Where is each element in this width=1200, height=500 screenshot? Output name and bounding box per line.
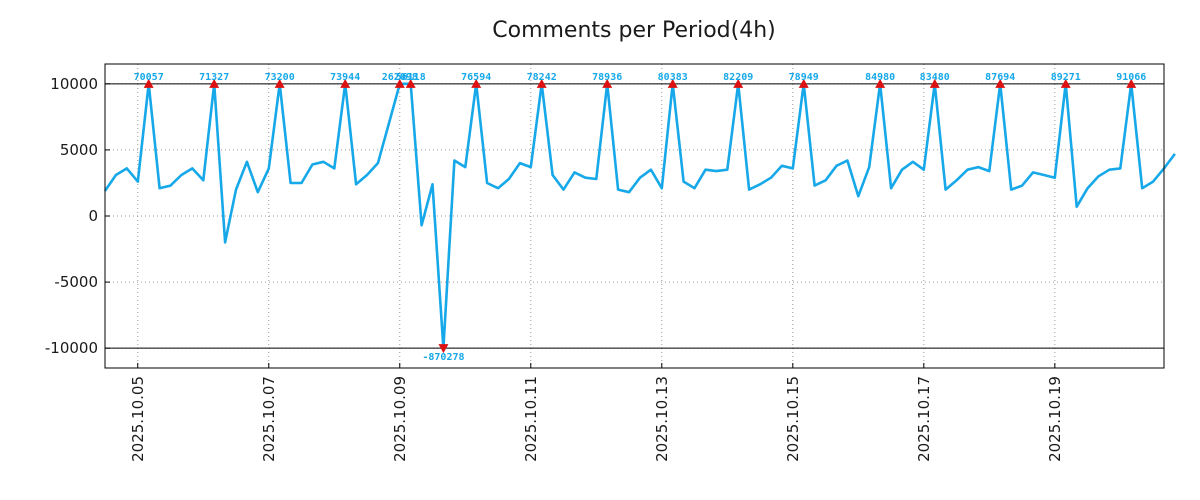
y-tick-label: 5000 — [60, 141, 98, 159]
peak-marker — [340, 78, 351, 88]
annotation-label: 83480 — [920, 72, 950, 83]
peak-marker — [1126, 78, 1137, 88]
peak-marker — [667, 78, 678, 88]
annotation-label: 56118 — [396, 72, 426, 83]
annotation-label: 76594 — [461, 72, 491, 83]
x-tick-label: 2025.10.17 — [915, 376, 933, 462]
peak-marker — [471, 78, 482, 88]
annotation-label: 70057 — [134, 72, 164, 83]
annotation-label: 73944 — [330, 72, 360, 83]
annotation-label: 78936 — [592, 72, 622, 83]
annotation-label: 84980 — [865, 72, 895, 83]
series-line-group — [103, 82, 1176, 350]
annotation-label: -870278 — [422, 352, 464, 363]
peak-marker — [394, 78, 405, 88]
y-tick-label: 0 — [88, 207, 98, 225]
peak-marker — [995, 78, 1006, 88]
x-tick-label: 2025.10.05 — [129, 376, 147, 462]
x-tick-label: 2025.10.07 — [260, 376, 278, 462]
peak-marker — [274, 78, 285, 88]
x-axis-ticks: 2025.10.05 2025.10.07 2025.10.09 2025.10.11… — [129, 363, 1064, 462]
x-tick-label: 2025.10.19 — [1046, 376, 1064, 462]
annotation-label: 71327 — [199, 72, 229, 83]
annotation-label: 78949 — [789, 72, 819, 83]
peak-marker — [438, 344, 449, 354]
x-tick-label: 2025.10.15 — [784, 376, 802, 462]
peak-marker — [875, 78, 886, 88]
annotation-label: 78242 — [527, 72, 557, 83]
peak-marker — [536, 78, 547, 88]
y-tick-label: 10000 — [50, 75, 98, 93]
y-tick-label: -10000 — [45, 339, 98, 357]
y-tick-label: -5000 — [54, 273, 98, 291]
series-line — [103, 82, 1176, 350]
grid-lines — [105, 64, 1164, 368]
x-tick-label: 2025.10.11 — [522, 376, 540, 462]
peak-marker — [143, 78, 154, 88]
peak-markers — [143, 78, 1137, 354]
peak-marker — [798, 78, 809, 88]
annotation-label: 91066 — [1116, 72, 1146, 83]
x-tick-label: 2025.10.13 — [653, 376, 671, 462]
peak-marker — [405, 78, 416, 88]
annotation-label: 89271 — [1051, 72, 1081, 83]
annotation-label: 73200 — [265, 72, 295, 83]
peak-marker — [929, 78, 940, 88]
y-axis-ticks: 10000 5000 0 -5000 -10000 — [45, 75, 110, 357]
annotation-label: 80383 — [658, 72, 688, 83]
annotation-label: 82209 — [723, 72, 753, 83]
chart-title: Comments per Period(4h) — [492, 18, 776, 43]
peak-marker — [209, 78, 220, 88]
peak-marker — [602, 78, 613, 88]
peak-marker — [1060, 78, 1071, 88]
annotation-label: 87694 — [985, 72, 1015, 83]
peak-marker — [733, 78, 744, 88]
annotation-label: 262098 — [382, 72, 418, 83]
x-tick-label: 2025.10.09 — [391, 376, 409, 462]
